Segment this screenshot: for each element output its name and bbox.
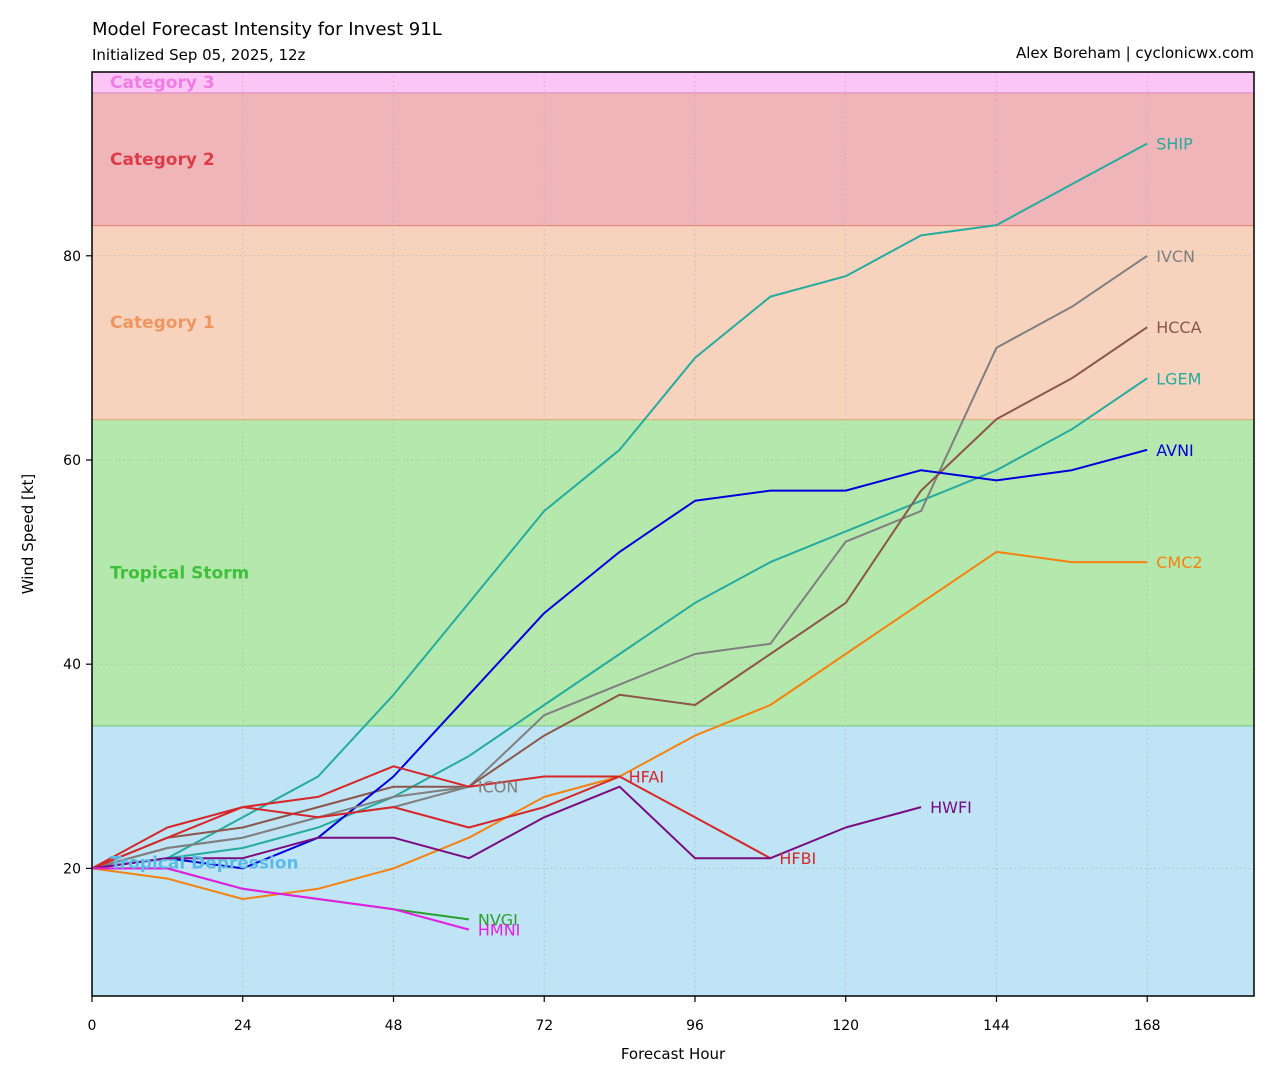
series-label-hfai: HFAI — [629, 767, 664, 786]
x-tick-label-72: 72 — [535, 1018, 553, 1034]
series-label-cmc2: CMC2 — [1156, 553, 1202, 572]
y-axis-label: Wind Speed [kt] — [19, 474, 37, 595]
band-category-1 — [92, 225, 1254, 420]
band-label-category-2: Category 2 — [110, 150, 215, 170]
band-tropical-depression — [92, 725, 1254, 996]
series-label-ship: SHIP — [1156, 134, 1193, 153]
chart-title: Model Forecast Intensity for Invest 91L — [92, 19, 442, 40]
band-category-3 — [92, 72, 1254, 93]
series-end-labels: SHIP IVCN HCCA LGEM AVNI CMC2 ICON HFAI HFBI HWFI… — [478, 134, 1203, 939]
series-line-icon — [91, 785, 470, 870]
series-label-hwfi: HWFI — [930, 798, 972, 817]
x-tick-label-168: 168 — [1134, 1018, 1161, 1034]
series-line-lgem — [91, 377, 1148, 870]
series-line-hwfi — [91, 785, 922, 870]
y-tick-label-20: 20 — [63, 861, 81, 877]
band-tropical-storm — [92, 419, 1254, 726]
band-category-2 — [92, 92, 1254, 226]
band-label-category-1: Category 1 — [110, 313, 215, 333]
series-line-hfbi — [91, 775, 771, 870]
series-label-hfbi: HFBI — [779, 849, 816, 868]
series-line-hcca — [91, 326, 1148, 870]
series-label-avni: AVNI — [1156, 441, 1194, 460]
series-label-lgem: LGEM — [1156, 369, 1201, 388]
y-axis-ticks: 20 40 60 80 — [63, 249, 92, 877]
series-label-hmni: HMNI — [478, 921, 521, 940]
band-labels: Tropical Depression Tropical Storm Categor… — [110, 73, 299, 873]
x-tick-label-48: 48 — [385, 1018, 403, 1034]
y-tick-label-80: 80 — [63, 249, 81, 265]
plot-frame — [91, 71, 1255, 997]
intensity-bands — [92, 72, 1254, 996]
x-tick-label-0: 0 — [88, 1018, 97, 1034]
x-axis-ticks: 0 24 48 72 96 120 144 168 — [88, 996, 1161, 1034]
series-label-hcca: HCCA — [1156, 318, 1201, 337]
series-line-avni — [91, 448, 1148, 870]
x-tick-label-144: 144 — [983, 1018, 1010, 1034]
x-tick-label-24: 24 — [234, 1018, 252, 1034]
series-lines — [91, 142, 1148, 931]
x-tick-label-96: 96 — [686, 1018, 704, 1034]
band-label-tropical-storm: Tropical Storm — [110, 563, 249, 583]
chart-subtitle: Initialized Sep 05, 2025, 12z — [92, 46, 306, 64]
series-line-hmni — [92, 867, 470, 931]
series-label-ivcn: IVCN — [1156, 247, 1195, 266]
band-label-tropical-depression: Tropical Depression — [110, 853, 299, 873]
series-line-hfai — [91, 765, 620, 870]
y-tick-label-40: 40 — [63, 657, 81, 673]
y-tick-label-60: 60 — [63, 453, 81, 469]
chart-credit: Alex Boreham | cyclonicwx.com — [1016, 44, 1254, 62]
x-axis-label: Forecast Hour — [621, 1045, 726, 1063]
series-label-nvgi: NVGI — [478, 910, 518, 929]
series-label-icon: ICON — [478, 778, 518, 797]
x-tick-label-120: 120 — [832, 1018, 859, 1034]
band-label-category-3: Category 3 — [110, 73, 215, 93]
